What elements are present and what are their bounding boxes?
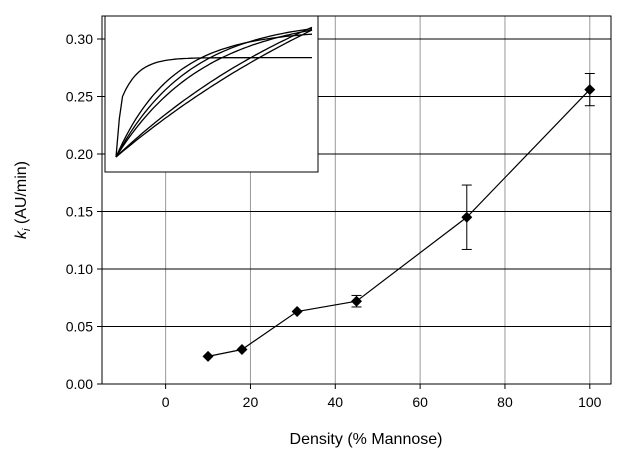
series-connecting-line bbox=[207, 89, 591, 357]
y-tick-label: 0.30 bbox=[66, 31, 93, 47]
data-point-marker bbox=[202, 350, 214, 362]
x-axis-title: Density (% Mannose) bbox=[290, 431, 443, 448]
y-axis-title-units: (AU/min) bbox=[13, 161, 30, 229]
x-tick-label: 0 bbox=[162, 394, 170, 410]
y-tick-label: 0.00 bbox=[66, 376, 93, 392]
y-tick-label: 0.10 bbox=[66, 261, 93, 277]
x-tick-label: 60 bbox=[412, 394, 428, 410]
y-axis-title-subscript: i bbox=[21, 228, 33, 231]
y-axis-ticks: 0.00 0.05 0.10 0.15 0.20 0.25 0.30 bbox=[66, 31, 102, 392]
inset-panel bbox=[104, 15, 319, 173]
y-tick-label: 0.15 bbox=[66, 204, 93, 220]
data-point-marker bbox=[584, 84, 596, 96]
data-markers bbox=[202, 84, 596, 362]
series-line bbox=[207, 89, 591, 357]
inset-curve bbox=[115, 28, 313, 158]
x-axis-ticks: 0 20 40 60 80 100 bbox=[162, 384, 602, 410]
data-point-marker bbox=[236, 344, 248, 355]
x-tick-label: 20 bbox=[243, 394, 259, 410]
error-bars bbox=[351, 73, 595, 308]
inset-curve bbox=[115, 26, 313, 158]
data-point-marker bbox=[461, 211, 473, 223]
inset-curve bbox=[115, 56, 312, 158]
x-tick-label: 100 bbox=[578, 394, 602, 410]
y-tick-label: 0.05 bbox=[66, 319, 93, 335]
data-point-marker bbox=[351, 295, 362, 307]
plot-area-frame bbox=[101, 15, 612, 385]
inset-curve bbox=[115, 29, 313, 158]
x-tick-label: 80 bbox=[497, 394, 513, 410]
y-tick-label: 0.25 bbox=[66, 89, 93, 105]
y-axis-title-k: k bbox=[13, 230, 30, 239]
y-tick-label: 0.20 bbox=[66, 146, 93, 162]
data-point-marker bbox=[291, 306, 303, 318]
inset-frame bbox=[104, 15, 319, 173]
inset-curve bbox=[115, 29, 313, 158]
y-axis-title: ki (AU/min) bbox=[13, 161, 33, 239]
x-tick-label: 40 bbox=[328, 394, 344, 410]
